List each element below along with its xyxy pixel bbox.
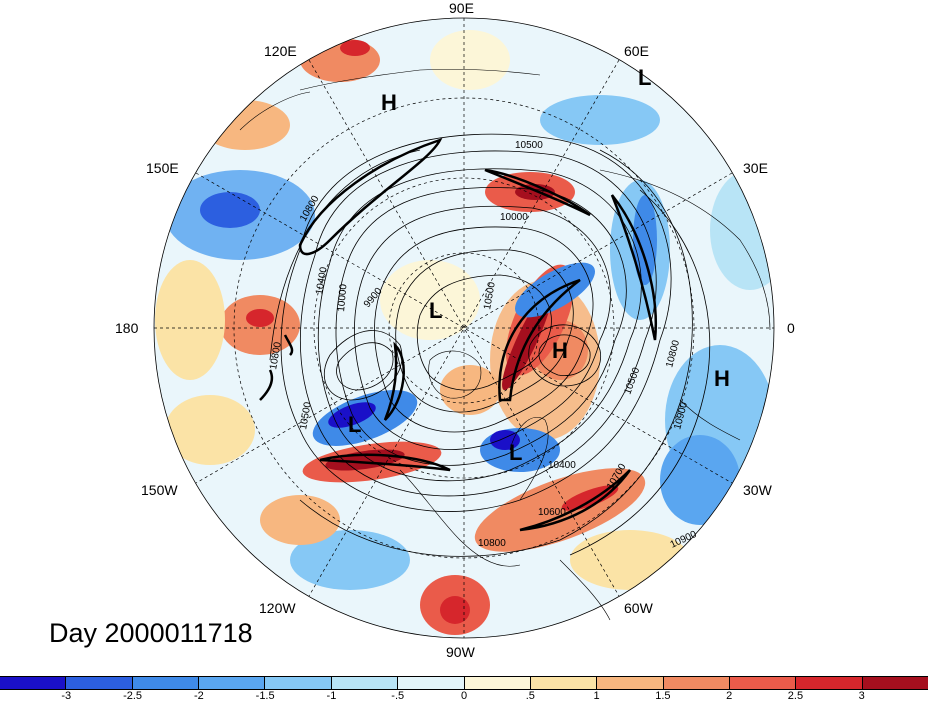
colorbar-cell [265,677,332,689]
contour-label: 10000 [500,212,528,223]
contour-label: 10400 [548,460,576,471]
colorbar-cell [199,677,266,689]
colorbar-cell [530,677,598,689]
contour-label: 10400 [314,266,330,296]
contour-label: 10800 [268,341,284,371]
high-center: H [381,90,397,115]
longitude-label-120w: 120W [259,600,296,616]
colorbar-cell [331,677,399,689]
map-boundary [153,17,775,639]
longitude-label-0: 0 [787,320,795,336]
colorbar-cell [597,677,664,689]
colorbar-cell [862,677,928,689]
contour-label: 10600 [538,507,566,518]
contour-label: 10500 [515,140,543,151]
longitude-label-180: 180 [115,320,139,336]
low-center: L [429,298,442,323]
graticule [154,18,774,638]
longitude-label-90e: 90E [449,0,474,16]
jet-contours [259,137,657,532]
colorbar-cell [663,677,730,689]
colorbar [0,676,928,690]
colorbar-tick-label: 2.5 [787,690,804,702]
contour-label: 10000 [336,283,349,312]
colorbar-tick-label: -2 [193,690,204,702]
colorbar-cell [398,677,465,689]
colorbar-tick-label: 0 [460,690,468,702]
high-center: H [552,338,568,363]
colorbar-tick-label: -.5 [391,690,405,702]
height-contours [269,133,711,557]
colorbar-tick-label: 3 [858,690,865,702]
longitude-label-30w: 30W [743,482,772,498]
colorbar-tick-label: -3 [61,690,72,702]
colorbar-cell [729,677,797,689]
low-center: L [638,65,651,90]
anomaly-field [154,18,774,638]
contour-label: 10800 [478,538,506,549]
longitude-label-150w: 150W [141,482,178,498]
colorbar-tick-label: 1.5 [655,690,671,702]
colorbar-tick-label: 2 [726,690,733,702]
longitude-label-30e: 30E [743,160,768,176]
colorbar-tick-label: .5 [525,690,535,702]
colorbar-cell [796,677,863,689]
colorbar-tick-label: 1 [593,690,600,702]
longitude-label-120e: 120E [264,43,297,59]
day-label: Day 2000011718 [49,618,253,648]
longitude-label-60w: 60W [624,600,653,616]
colorbar-tick-label: -1 [326,690,337,702]
colorbar-cell [0,677,67,689]
contour-label: 10500 [298,401,314,431]
colorbar-cell [132,677,200,689]
low-center: L [509,440,522,465]
contour-label: 10500 [482,281,498,311]
colorbar-cell [464,677,531,689]
longitude-label-60e: 60E [624,43,649,59]
colorbar-cell [66,677,133,689]
colorbar-tick-label: -2.5 [123,690,143,702]
low-center: L [348,412,361,437]
high-center: H [714,366,730,391]
longitude-label-90w: 90W [446,644,475,660]
longitude-label-150e: 150E [146,160,179,176]
colorbar-tick-label: -1.5 [255,690,275,702]
